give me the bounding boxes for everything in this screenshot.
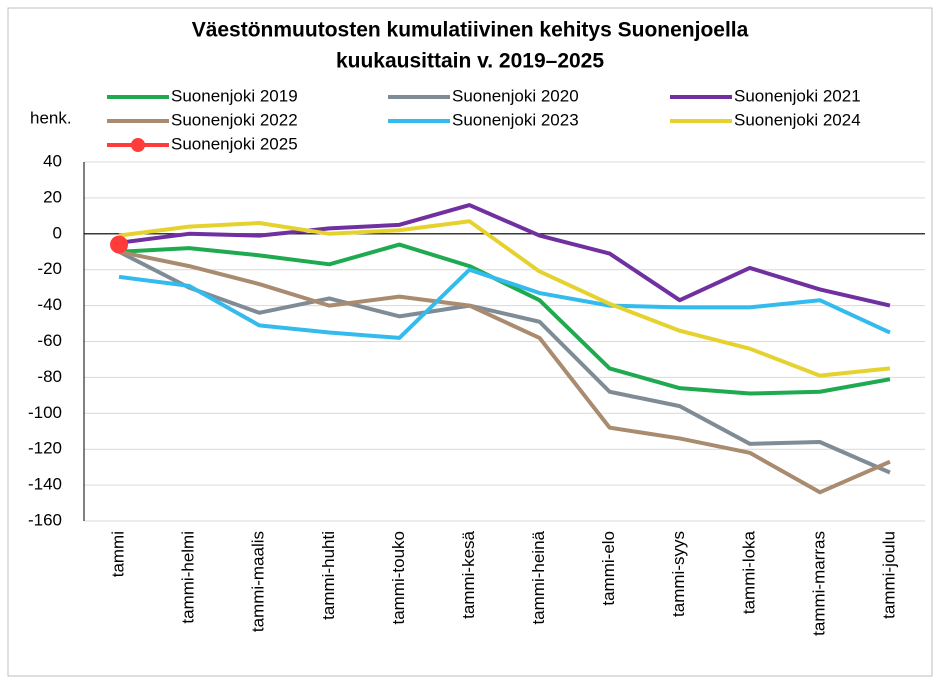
legend-label: Suonenjoki 2020: [452, 86, 579, 105]
legend-label: Suonenjoki 2025: [171, 134, 298, 153]
x-tick-label: tammi-touko: [389, 531, 408, 625]
y-tick-label: -160: [28, 510, 62, 529]
series-line: [118, 203, 891, 308]
x-tick-label: tammi-kesä: [459, 530, 478, 618]
legend-label: Suonenjoki 2019: [171, 86, 298, 105]
legend-label: Suonenjoki 2024: [734, 110, 861, 129]
x-tick-label: tammi: [109, 531, 128, 577]
x-tick-label: tammi-syys: [669, 531, 688, 617]
y-axis-label: henk.: [30, 108, 72, 127]
series-line: [118, 249, 891, 495]
legend-label: Suonenjoki 2023: [452, 110, 579, 129]
x-tick-label: tammi-marras: [809, 531, 828, 636]
y-tick-label: 20: [43, 187, 62, 206]
legend-label: Suonenjoki 2022: [171, 110, 298, 129]
x-tick-label: tammi-elo: [599, 531, 618, 606]
y-tick-label: -40: [37, 295, 62, 314]
legend-marker: [131, 138, 145, 152]
series-line: [118, 249, 891, 475]
y-tick-label: 0: [53, 223, 62, 242]
y-tick-label: -120: [28, 439, 62, 458]
series-line: [118, 267, 891, 340]
x-tick-label: tammi-loka: [739, 530, 758, 614]
y-tick-label: -140: [28, 475, 62, 494]
legend-label: Suonenjoki 2021: [734, 86, 861, 105]
x-tick-label: tammi-helmi: [179, 531, 198, 624]
y-tick-label: -100: [28, 403, 62, 422]
series-line: [118, 219, 891, 378]
series-marker: [110, 235, 129, 254]
x-tick-label: tammi-joulu: [879, 531, 898, 619]
x-tick-label: tammi-huhti: [319, 531, 338, 620]
chart-title: Väestönmuutosten kumulatiivinen kehitys …: [192, 19, 749, 42]
x-tick-label: tammi-heinä: [529, 530, 548, 624]
chart-subtitle: kuukausittain v. 2019–2025: [336, 50, 604, 73]
y-tick-label: -20: [37, 259, 62, 278]
y-tick-label: -60: [37, 331, 62, 350]
y-tick-label: -80: [37, 367, 62, 386]
y-tick-label: 40: [43, 151, 62, 170]
x-tick-label: tammi-maalis: [249, 531, 268, 632]
